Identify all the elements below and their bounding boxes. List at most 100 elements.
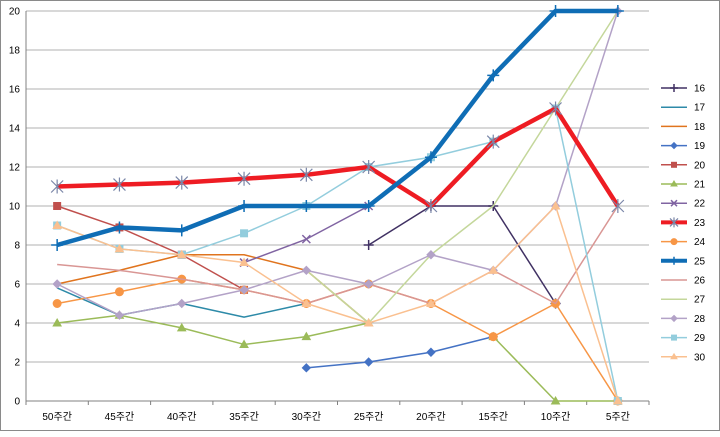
- data-point: [239, 339, 249, 348]
- series-line: [56, 107, 619, 402]
- data-point: [670, 199, 678, 207]
- data-point: [301, 298, 312, 307]
- data-point: [363, 279, 374, 289]
- legend-label: 17: [694, 103, 706, 114]
- series-line: [243, 205, 370, 264]
- data-point: [175, 175, 189, 190]
- x-tick-label: 25주간: [354, 411, 384, 423]
- data-point: [113, 177, 126, 192]
- series-line: [57, 106, 620, 209]
- series-line: [56, 8, 618, 248]
- y-tick-label: 12: [9, 163, 21, 174]
- series-29: [53, 104, 622, 405]
- x-tick-label: 45주간: [105, 411, 135, 423]
- x-tick-label: 5주간: [606, 411, 630, 423]
- legend-item: 23: [661, 217, 706, 229]
- legend-label: 23: [694, 218, 706, 229]
- data-point: [362, 200, 375, 212]
- series-23: [50, 101, 625, 213]
- legend-item: 29: [661, 333, 706, 344]
- data-point: [670, 256, 678, 265]
- data-point: [114, 287, 124, 297]
- series-21: [52, 310, 623, 405]
- data-point: [51, 239, 64, 251]
- x-tick-label: 35주간: [229, 411, 259, 423]
- data-point: [362, 160, 376, 174]
- data-point: [670, 84, 678, 92]
- data-point: [487, 69, 500, 82]
- data-point: [424, 151, 437, 164]
- legend-label: 16: [694, 84, 706, 95]
- series-line: [57, 314, 369, 346]
- legend-item: 19: [661, 141, 706, 152]
- legend-item: 25: [661, 256, 706, 267]
- x-tick-label: 50주간: [42, 411, 72, 423]
- data-point: [671, 161, 677, 168]
- data-point: [50, 179, 64, 194]
- data-point: [177, 298, 187, 309]
- legend-item: 20: [661, 160, 706, 171]
- legend-label: 24: [694, 237, 706, 248]
- data-point: [113, 221, 126, 234]
- x-tick-label: 20주간: [416, 411, 446, 423]
- x-tick-label: 10주간: [541, 411, 571, 423]
- y-tick-label: 0: [14, 397, 20, 408]
- series-18: [56, 254, 370, 324]
- data-point: [488, 265, 499, 274]
- x-tick-label: 15주간: [478, 411, 508, 423]
- series-line: [368, 205, 557, 304]
- data-point: [301, 234, 311, 244]
- data-point: [53, 202, 62, 210]
- legend-label: 28: [694, 314, 706, 325]
- data-point: [486, 134, 500, 149]
- y-tick-label: 20: [9, 7, 21, 18]
- legend-label: 19: [694, 141, 706, 152]
- legend-label: 21: [694, 180, 706, 191]
- x-tick-label: 30주간: [292, 411, 322, 423]
- data-point: [549, 5, 562, 17]
- y-tick-label: 2: [14, 358, 20, 369]
- data-point: [240, 229, 249, 238]
- legend-item: 21: [661, 180, 706, 191]
- y-tick-label: 10: [9, 202, 21, 213]
- data-point: [52, 279, 62, 289]
- series-27: [305, 10, 619, 324]
- legend-item: 18: [661, 122, 706, 133]
- y-tick-label: 8: [14, 241, 20, 252]
- series-line: [492, 336, 618, 402]
- legend-label: 25: [694, 256, 706, 267]
- y-tick-label: 6: [14, 280, 20, 291]
- legend-item: 17: [661, 103, 706, 114]
- data-point: [301, 331, 312, 341]
- data-point: [550, 200, 561, 210]
- data-point: [363, 317, 374, 327]
- legend: 16 17 18 19 20 21 22 23 24 25 26 27 28 29 30: [661, 84, 706, 363]
- data-point: [488, 332, 498, 342]
- legend-item: 30: [661, 352, 706, 363]
- data-point: [175, 224, 188, 237]
- data-point: [301, 363, 312, 373]
- legend-item: 24: [661, 237, 706, 248]
- data-point: [363, 357, 374, 367]
- legend-item: 22: [661, 199, 706, 210]
- data-point: [239, 257, 249, 267]
- data-point: [52, 220, 63, 229]
- series-line: [56, 254, 370, 324]
- data-point: [669, 217, 679, 228]
- data-point: [114, 243, 125, 253]
- data-point: [237, 171, 251, 186]
- data-point: [611, 5, 624, 17]
- data-point: [52, 299, 62, 308]
- data-point: [301, 265, 312, 276]
- data-point: [426, 298, 436, 307]
- data-point: [549, 101, 562, 116]
- data-point: [114, 310, 125, 320]
- data-point: [52, 317, 63, 327]
- data-point: [363, 240, 374, 250]
- y-tick-label: 4: [14, 319, 20, 330]
- legend-label: 27: [694, 295, 706, 306]
- legend-item: 16: [661, 84, 706, 95]
- legend-label: 20: [694, 160, 706, 171]
- data-point: [299, 167, 313, 182]
